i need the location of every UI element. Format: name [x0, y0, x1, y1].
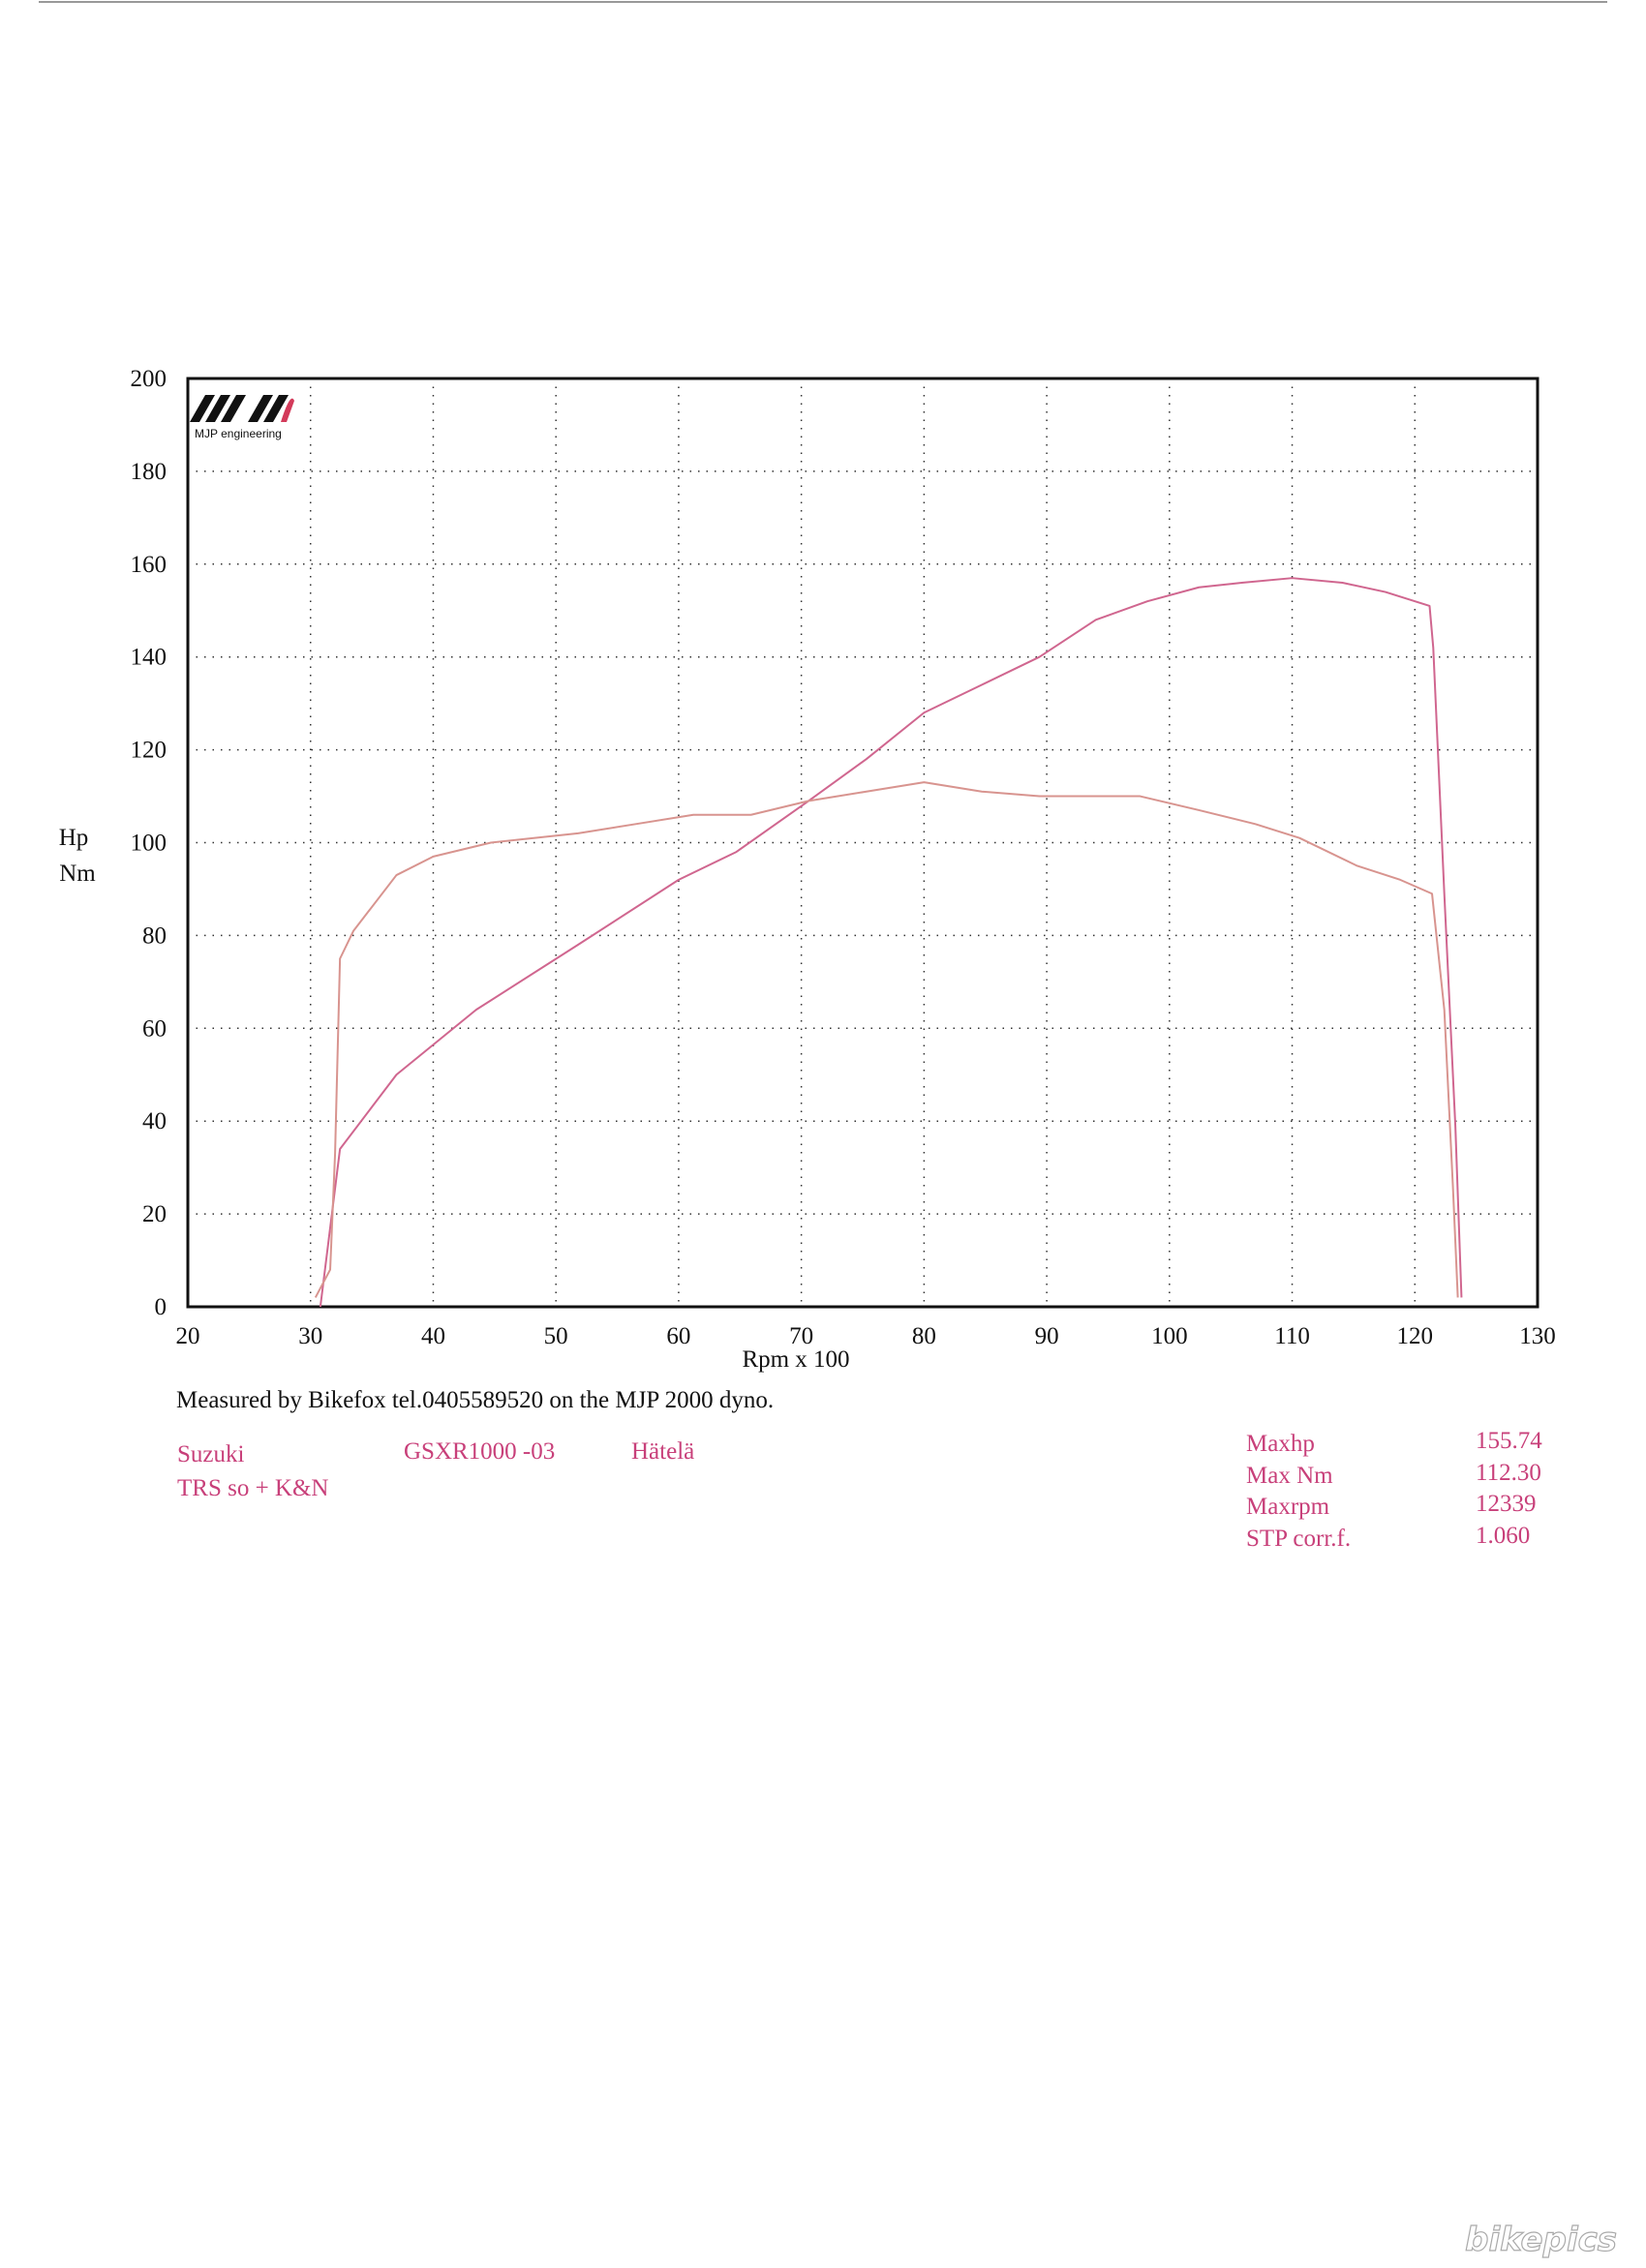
y-tick-label: 140	[131, 645, 168, 671]
y-axis-label: Hp	[59, 825, 89, 851]
line-series	[319, 577, 1463, 1308]
stat-value: 112.30	[1476, 1460, 1541, 1486]
y-tick-label: 0	[155, 1294, 168, 1320]
y-tick-label: 60	[142, 1015, 167, 1042]
x-tick-label: 30	[298, 1323, 322, 1349]
x-tick-label: 40	[421, 1323, 445, 1349]
x-tick-label: 60	[666, 1323, 690, 1349]
y-tick-label: 20	[142, 1201, 167, 1227]
stat-label: Max Nm	[1246, 1463, 1333, 1489]
stat-label: Maxhp	[1246, 1431, 1315, 1457]
stat-value: 155.74	[1476, 1428, 1542, 1454]
x-tick-label: 90	[1035, 1323, 1059, 1349]
x-tick-label: 50	[544, 1323, 568, 1349]
vehicle-model: GSXR1000 -03	[404, 1438, 555, 1465]
stat-label: STP corr.f.	[1246, 1526, 1351, 1552]
vehicle-make: Suzuki	[177, 1441, 245, 1467]
y-tick-label: 40	[142, 1108, 167, 1134]
vehicle-setup: TRS so + K&N	[177, 1475, 328, 1501]
stat-value: 12339	[1476, 1491, 1537, 1517]
y-tick-label: 120	[131, 738, 168, 764]
x-tick-label: 130	[1519, 1323, 1556, 1349]
line-series	[314, 781, 1459, 1298]
x-tick-label: 120	[1397, 1323, 1434, 1349]
y-tick-label: 180	[131, 459, 168, 485]
y-tick-label: 160	[131, 552, 168, 578]
x-tick-label: 70	[789, 1323, 813, 1349]
y-tick-label: 200	[131, 366, 168, 392]
x-tick-label: 100	[1151, 1323, 1188, 1349]
footer-note: Measured by Bikefox tel.0405589520 on th…	[176, 1387, 774, 1413]
x-tick-label: 80	[912, 1323, 936, 1349]
y-axis-label: Nm	[59, 861, 96, 887]
x-axis-label: Rpm x 100	[742, 1346, 849, 1373]
y-tick-label: 80	[142, 922, 167, 949]
vehicle-owner: Hätelä	[631, 1438, 694, 1465]
x-tick-label: 110	[1274, 1323, 1310, 1349]
stat-label: Maxrpm	[1246, 1494, 1330, 1520]
plot-frame	[186, 377, 1539, 1309]
y-tick-label: 100	[131, 831, 168, 857]
x-tick-label: 20	[176, 1323, 200, 1349]
logo-text: MJP engineering	[195, 427, 282, 440]
watermark: bikepics	[1465, 2221, 1617, 2259]
stat-value: 1.060	[1476, 1523, 1530, 1549]
logo-mark	[190, 395, 294, 422]
